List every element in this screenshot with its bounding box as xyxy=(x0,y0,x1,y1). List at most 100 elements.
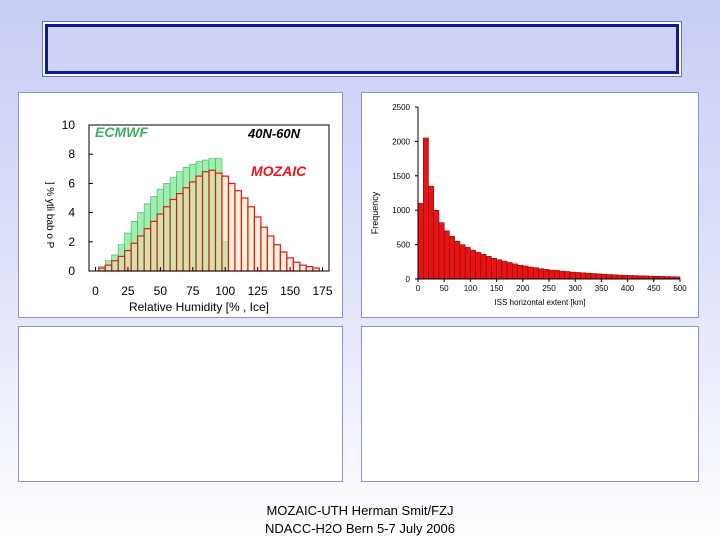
iss-bar xyxy=(533,267,539,280)
mozaic-bar xyxy=(279,251,288,272)
iss-bar xyxy=(470,249,476,280)
iss-x-tick-label: 400 xyxy=(621,284,635,293)
iss-bar xyxy=(417,203,424,280)
iss-bar xyxy=(501,260,508,280)
mozaic-bar xyxy=(182,187,191,272)
iss-bar xyxy=(464,247,471,280)
footer-line-2: NDACC-H2O Bern 5-7 July 2006 xyxy=(264,521,456,536)
iss-extent-chart: 0 500 1000 1500 2000 2500 0 50 100 150 200 250 300 35… xyxy=(370,103,687,307)
mozaic-bar xyxy=(137,235,145,272)
iss-x-tick-label: 500 xyxy=(673,284,687,293)
mozaic-bar xyxy=(117,255,126,272)
iss-bar xyxy=(485,256,492,280)
iss-y-tick-label: 2500 xyxy=(392,103,410,112)
rh-y-tick-label: 4 xyxy=(68,206,75,220)
mozaic-bar xyxy=(253,216,262,272)
iss-bar xyxy=(622,274,628,280)
iss-bar xyxy=(459,244,466,280)
mozaic-bar xyxy=(195,175,204,272)
mozaic-bar xyxy=(305,266,314,272)
mozaic-bar xyxy=(188,181,197,272)
mozaic-bar xyxy=(260,226,268,272)
rh-x-tick-label: 50 xyxy=(154,284,168,298)
iss-bar xyxy=(475,251,482,280)
iss-bar xyxy=(632,275,639,280)
rh-x-tick-label: 125 xyxy=(248,284,268,298)
iss-bar xyxy=(428,185,434,280)
mozaic-bar xyxy=(240,197,249,272)
iss-bar xyxy=(512,263,518,280)
iss-bar xyxy=(449,236,455,280)
iss-bar xyxy=(491,258,497,280)
iss-bar xyxy=(590,273,597,280)
iss-bar xyxy=(438,222,445,280)
mozaic-bar xyxy=(247,206,256,272)
iss-y-tick-label: 0 xyxy=(406,275,411,284)
iss-bar xyxy=(506,262,513,280)
mozaic-bar xyxy=(221,175,230,272)
iss-x-tick-label: 300 xyxy=(569,284,583,293)
mozaic-bar xyxy=(169,198,178,272)
iss-bar xyxy=(517,264,524,280)
iss-bar xyxy=(553,270,560,280)
legend-ecmwf: ECMWF xyxy=(95,124,148,140)
mozaic-bar xyxy=(292,261,301,272)
iss-bar xyxy=(522,265,529,280)
iss-x-tick-label: 0 xyxy=(416,284,421,293)
mozaic-bar xyxy=(175,193,184,272)
iss-bar xyxy=(627,275,634,280)
iss-x-tick-label: 100 xyxy=(464,284,478,293)
iss-x-axis-label: ISS horizontal extent [km] xyxy=(494,298,585,307)
iss-x-tick-label: 50 xyxy=(440,284,449,293)
rh-y-tick-label: 0 xyxy=(68,264,75,278)
mozaic-bar xyxy=(130,242,139,272)
iss-bar xyxy=(496,259,503,280)
iss-bar xyxy=(527,266,534,280)
mozaic-bar xyxy=(299,264,307,272)
iss-y-tick-label: 1000 xyxy=(392,206,410,215)
rh-x-tick-label: 0 xyxy=(92,284,99,298)
mozaic-bar xyxy=(111,260,119,272)
legend-mozaic: MOZAIC xyxy=(251,163,307,179)
iss-bar xyxy=(564,271,571,280)
mozaic-bar xyxy=(201,171,210,272)
iss-bar xyxy=(606,274,613,280)
iss-x-tick-label: 450 xyxy=(647,284,661,293)
iss-x-tick-label: 250 xyxy=(542,284,556,293)
mozaic-bar xyxy=(227,182,236,272)
iss-x-tick-label: 150 xyxy=(490,284,504,293)
rh-y-tick-label: 2 xyxy=(68,235,75,249)
mozaic-bar xyxy=(156,213,165,272)
rh-x-tick-label: 150 xyxy=(280,284,300,298)
rh-y-axis-label: ] % ytli bab o P xyxy=(44,182,55,249)
iss-bar xyxy=(595,273,602,280)
iss-bar xyxy=(601,273,607,280)
iss-extent-panel: 0 500 1000 1500 2000 2500 0 50 100 150 200 250 300 35… xyxy=(361,92,699,318)
rh-y-tick-label: 8 xyxy=(68,147,75,161)
iss-bar xyxy=(574,272,581,280)
iss-bar xyxy=(559,270,565,280)
mozaic-bar xyxy=(266,235,275,272)
rh-x-tick-label: 75 xyxy=(186,284,200,298)
iss-bar xyxy=(480,253,487,280)
footer-line-1: MOZAIC-UTH Herman Smit/FZJ xyxy=(266,503,454,518)
iss-bar xyxy=(443,230,450,280)
rh-x-tick-label: 25 xyxy=(121,284,135,298)
iss-bar xyxy=(422,137,429,280)
iss-y-axis-label: Frequency xyxy=(370,191,380,234)
iss-bar xyxy=(611,274,618,280)
rh-x-axis-label: Relative Humidity [% , Ice] xyxy=(129,300,269,314)
rh-plot-frame xyxy=(88,124,330,272)
empty-panel-bottom-left xyxy=(18,326,343,482)
mozaic-bar xyxy=(143,228,152,272)
rh-region-title: 40N-60N xyxy=(247,126,301,141)
iss-y-tick-label: 2000 xyxy=(392,137,410,146)
iss-bar xyxy=(580,272,586,280)
iss-x-tick-label: 200 xyxy=(516,284,530,293)
rh-histogram-panel: 0 2 4 6 8 10 0 25 50 75 100 125 150 175 ] % ytli bab … xyxy=(18,92,343,318)
iss-bar xyxy=(569,271,576,280)
rh-y-tick-label: 6 xyxy=(68,176,75,190)
mozaic-bar xyxy=(162,206,171,272)
iss-bar xyxy=(543,269,550,280)
